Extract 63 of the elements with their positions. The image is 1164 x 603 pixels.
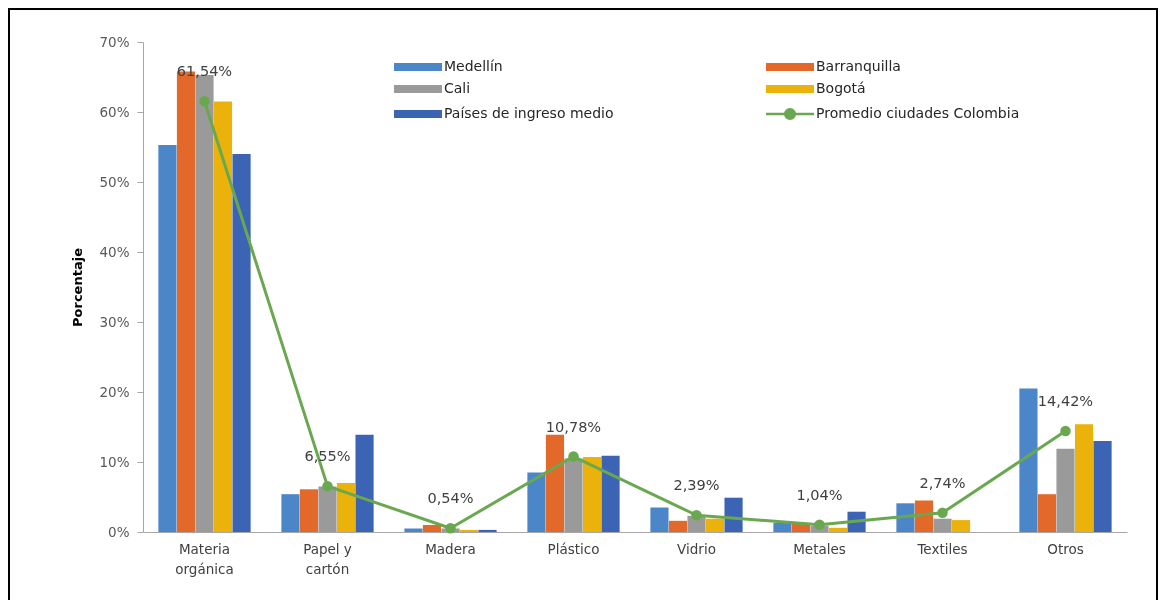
x-tick-label: Textiles — [916, 540, 968, 557]
bar — [1093, 441, 1112, 532]
legend-label: Países de ingreso medio — [444, 105, 614, 121]
bar — [527, 472, 546, 532]
legend-label: Barranquilla — [816, 58, 901, 74]
bar — [1037, 494, 1057, 532]
x-tick-label: Madera — [425, 540, 476, 557]
x-tick-label: Materia orgánica — [175, 540, 234, 577]
point — [1060, 425, 1071, 437]
bar — [158, 144, 177, 532]
x-tick-label: Metales — [793, 540, 846, 557]
y-axis-title: Porcentaje — [70, 247, 86, 327]
data-label: 61,54% — [176, 63, 233, 80]
y-tick-label: 50% — [99, 173, 130, 190]
bar — [478, 529, 497, 532]
y-tick-label: 0% — [108, 523, 130, 540]
bar — [650, 507, 669, 532]
y-tick-label: 20% — [99, 383, 130, 400]
bar — [299, 489, 319, 532]
bar — [422, 525, 442, 532]
y-tick-label: 70% — [99, 33, 130, 50]
point — [568, 451, 579, 462]
point — [691, 510, 702, 521]
point — [322, 480, 333, 492]
data-label: 14,42% — [1037, 393, 1094, 410]
bar — [724, 497, 743, 532]
data-label: 10,78% — [545, 418, 602, 435]
bar — [336, 483, 356, 532]
data-label: 1,04% — [796, 486, 843, 503]
bar — [582, 457, 602, 532]
legend-label: Bogotá — [816, 80, 866, 96]
x-tick-label: Papel y cartón — [303, 540, 352, 577]
x-tick-label: Otros — [1047, 540, 1084, 557]
x-tick-label: Plástico — [547, 540, 600, 557]
bar — [459, 529, 479, 532]
data-label: 0,54% — [427, 490, 474, 507]
bar — [601, 455, 620, 532]
bar — [705, 518, 725, 532]
bar — [545, 434, 565, 532]
x-tick-label: Vidrio — [677, 540, 716, 557]
y-tick-label: 10% — [99, 453, 130, 470]
bar — [281, 494, 300, 532]
y-tick-label: 60% — [99, 103, 130, 120]
bar — [232, 154, 251, 532]
bar — [213, 101, 233, 532]
y-tick-label: 40% — [99, 243, 130, 260]
bar — [1019, 388, 1038, 532]
point — [937, 507, 948, 519]
bar — [951, 520, 971, 532]
point — [445, 522, 456, 534]
y-tick-label: 30% — [99, 313, 130, 330]
legend-label: Medellín — [444, 58, 503, 74]
bar — [668, 520, 688, 532]
bar — [828, 527, 848, 532]
bar — [773, 522, 792, 532]
point — [199, 95, 210, 107]
legend-label: Promedio ciudades Colombia — [816, 105, 1020, 121]
legend-label: Cali — [444, 80, 471, 96]
point — [814, 519, 825, 530]
bar — [355, 434, 374, 532]
data-label: 2,39% — [673, 477, 720, 494]
data-label: 2,74% — [919, 474, 966, 491]
bar — [1074, 424, 1094, 532]
